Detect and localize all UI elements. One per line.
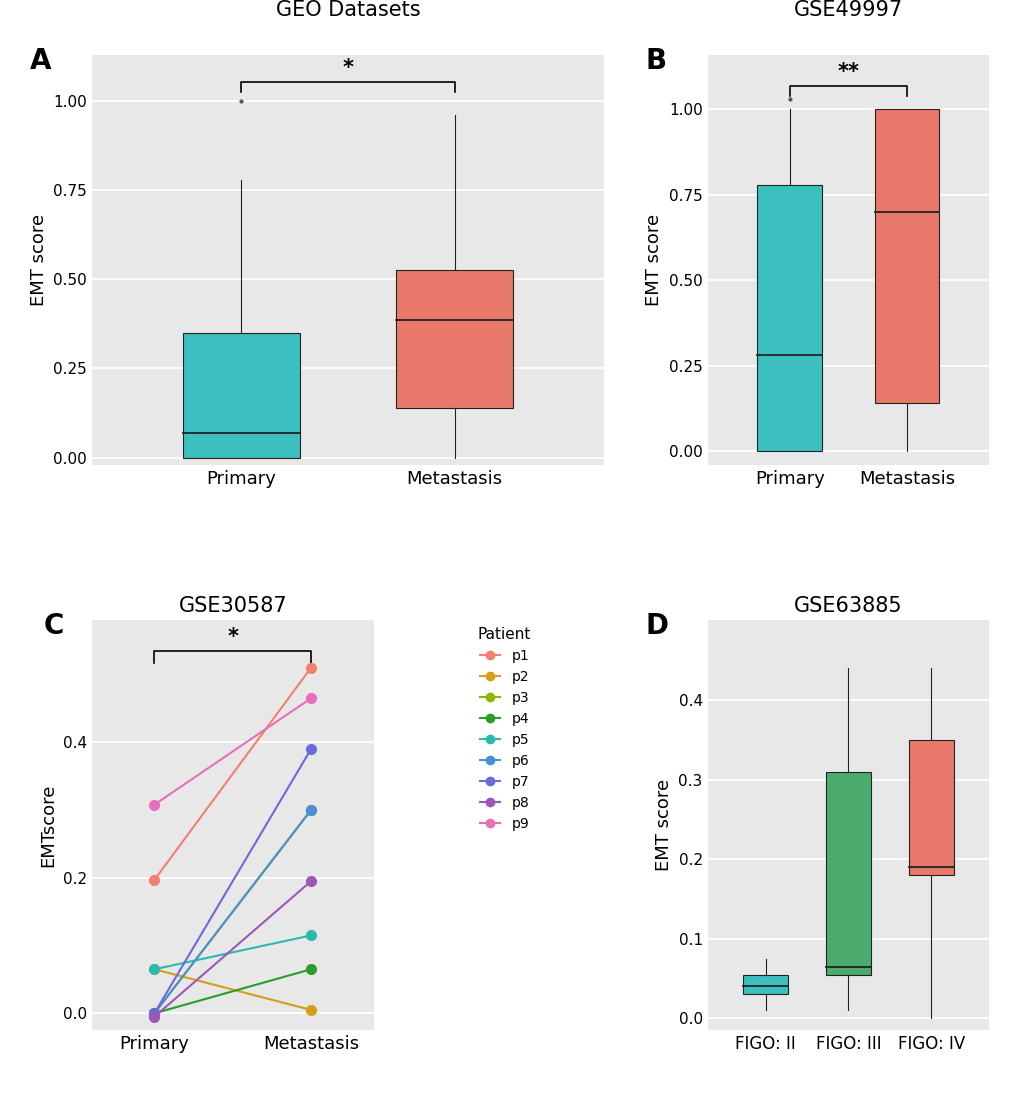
Text: B: B [645, 47, 666, 75]
Legend: p1, p2, p3, p4, p5, p6, p7, p8, p9: p1, p2, p3, p4, p5, p6, p7, p8, p9 [477, 627, 531, 831]
Bar [825, 772, 870, 974]
Bar [395, 271, 513, 408]
Y-axis label: EMTscore: EMTscore [39, 784, 57, 867]
Bar [874, 110, 938, 403]
Y-axis label: EMT score: EMT score [654, 779, 673, 871]
Text: A: A [31, 47, 52, 75]
Text: *: * [227, 627, 238, 647]
Title: GEO Datasets: GEO Datasets [275, 0, 420, 20]
Bar [742, 974, 788, 994]
Bar [182, 333, 300, 457]
Text: C: C [44, 613, 64, 640]
Text: D: D [645, 613, 667, 640]
Bar [757, 184, 821, 450]
Title: GSE49997: GSE49997 [793, 0, 902, 20]
Y-axis label: EMT score: EMT score [30, 214, 48, 306]
Title: GSE63885: GSE63885 [794, 596, 902, 616]
Y-axis label: EMT score: EMT score [645, 214, 662, 306]
Title: GSE30587: GSE30587 [178, 596, 286, 616]
Text: **: ** [837, 62, 859, 82]
Bar [908, 740, 953, 875]
Text: *: * [342, 58, 353, 79]
